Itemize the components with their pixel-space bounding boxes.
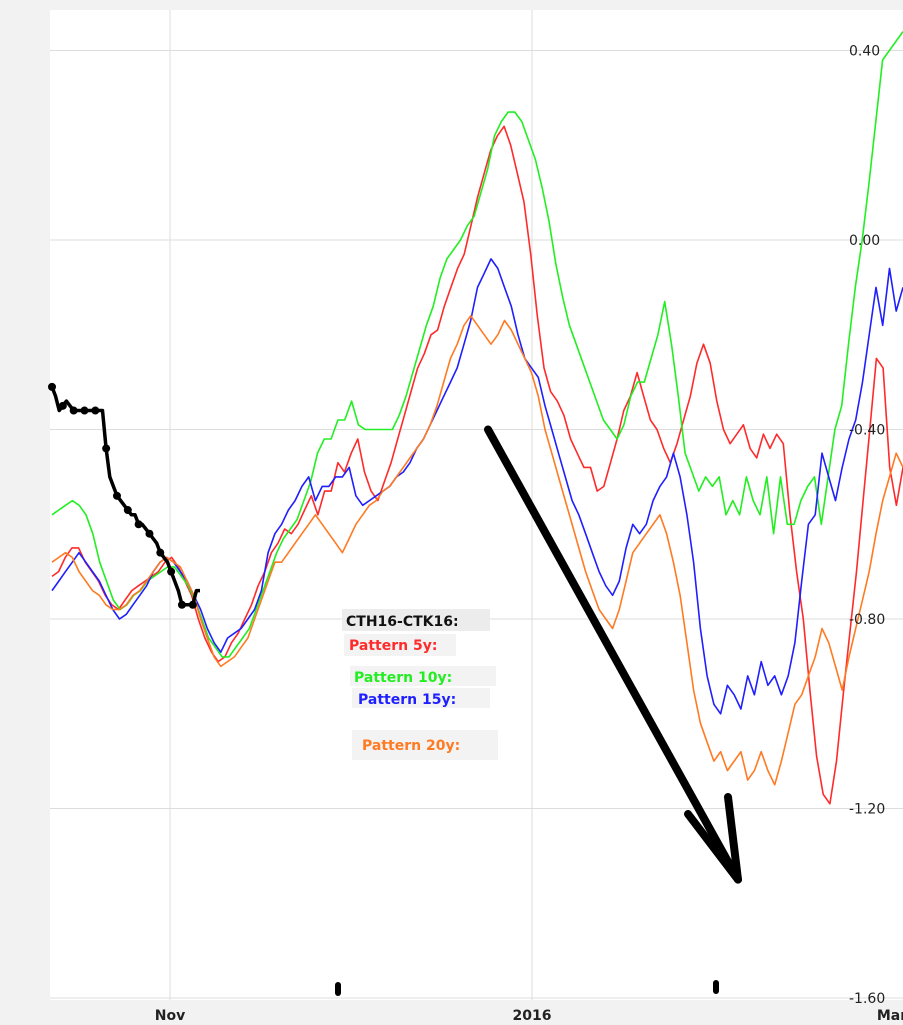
legend-item-pattern-15y: Pattern 15y: xyxy=(358,692,456,708)
legend-item-bg xyxy=(344,634,456,656)
actual-point xyxy=(80,406,89,415)
series-group xyxy=(48,31,903,805)
legend-item-pattern-10y: Pattern 10y: xyxy=(354,670,452,686)
actual-point xyxy=(48,382,56,391)
y-tick-label: -0.40 xyxy=(849,423,885,439)
x-axis-marker xyxy=(713,980,719,994)
actual-point xyxy=(112,491,121,500)
x-tick-label: Mar xyxy=(877,1008,903,1024)
actual-point xyxy=(188,600,197,609)
actual-point xyxy=(145,529,154,538)
legend-item-bg xyxy=(350,666,496,686)
y-tick-label: 0.40 xyxy=(849,44,880,60)
legend-item-bg xyxy=(352,688,490,708)
actual-point xyxy=(123,506,132,515)
y-tick-label: -1.60 xyxy=(849,991,885,1007)
legend-item-pattern-5y: Pattern 5y: xyxy=(349,638,437,654)
y-tick-label: -0.80 xyxy=(849,612,885,628)
y-tick-label: -1.20 xyxy=(849,802,885,818)
x-tick-label: 2016 xyxy=(513,1008,552,1024)
grid xyxy=(50,10,903,1000)
legend-title: CTH16-CTK16: xyxy=(346,614,459,630)
legend: CTH16-CTK16: Pattern 5y: Pattern 10y: Pa… xyxy=(342,609,498,760)
legend-item-bg xyxy=(352,730,498,760)
x-axis-tick-labels: Nov 2016 Mar xyxy=(155,980,903,1024)
actual-point xyxy=(102,444,111,453)
annotation-arrow-shaft xyxy=(484,425,742,884)
annotation-group xyxy=(484,425,742,884)
actual-point xyxy=(58,401,67,410)
annotation-arrow-head xyxy=(684,793,742,884)
x-tick-label: Nov xyxy=(155,1008,185,1024)
x-axis-marker xyxy=(335,982,341,996)
actual-point xyxy=(69,406,78,415)
legend-title-bg xyxy=(342,609,490,631)
y-tick-label: 0.00 xyxy=(849,233,880,249)
actual-point xyxy=(167,567,176,576)
actual-point xyxy=(156,548,165,557)
actual-point xyxy=(177,600,186,609)
actual-point xyxy=(134,520,143,529)
actual-point xyxy=(91,406,100,415)
y-axis-tick-labels: 0.40 0.00 -0.40 -0.80 -1.20 -1.60 xyxy=(849,44,885,1008)
legend-item-pattern-20y: Pattern 20y: xyxy=(362,738,460,754)
plot-area xyxy=(50,10,903,1000)
